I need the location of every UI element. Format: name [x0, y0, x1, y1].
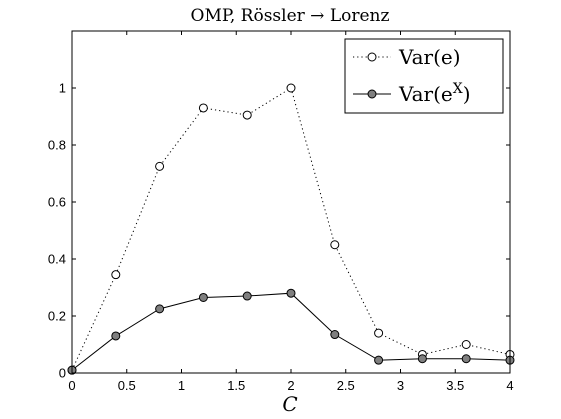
series-2-point-10 — [461, 354, 471, 364]
series-2-point-2 — [111, 331, 121, 341]
legend-marker — [367, 89, 377, 99]
series-2 — [67, 288, 515, 375]
series-1-point-7 — [330, 240, 340, 250]
legend-box — [344, 38, 504, 114]
chart-title: OMP, Rössler → Lorenz — [191, 6, 390, 26]
legend-label: Var(e) — [398, 45, 461, 69]
series-1-point-8 — [374, 328, 384, 338]
legend: Var(e)Var(eX) — [344, 38, 504, 114]
series-2-point-5 — [242, 291, 252, 301]
x-axis-label: C — [282, 392, 297, 416]
legend-marker — [367, 52, 377, 62]
x-tick-label: 3.5 — [446, 378, 464, 393]
axis-ticks: 0 0.5 1 1.5 2 2.5 3 3.5 4 0 0.2 0.4 0.6 0.8 1 — [48, 31, 514, 393]
y-tick-label: 0.2 — [48, 309, 66, 324]
x-tick-label: 1.5 — [227, 378, 245, 393]
x-tick-label: 0.5 — [118, 378, 136, 393]
y-tick-label: 0 — [59, 366, 66, 381]
x-tick-label: 3 — [397, 378, 404, 393]
legend-entry-1: Var(e) — [353, 45, 461, 69]
y-tick-label: 0.8 — [48, 138, 66, 153]
series-1-line — [71, 87, 511, 371]
series-2-point-8 — [374, 355, 384, 365]
x-tick-label: 0 — [68, 378, 75, 393]
y-tick-label: 1 — [59, 81, 66, 96]
series-2-point-7 — [330, 330, 340, 340]
x-tick-label: 2.5 — [337, 378, 355, 393]
series-1-point-6 — [286, 83, 296, 93]
series-1-point-10 — [461, 340, 471, 349]
x-tick-label: 2 — [287, 378, 294, 393]
series-1 — [67, 83, 515, 375]
series-2-point-6 — [286, 288, 296, 298]
plot-area — [67, 83, 515, 375]
y-tick-label: 0.4 — [48, 252, 66, 267]
series-1-point-2 — [111, 270, 121, 280]
series-1-point-3 — [155, 161, 165, 171]
x-tick-label: 1 — [178, 378, 185, 393]
series-1-point-4 — [198, 103, 208, 113]
series-2-point-9 — [417, 354, 427, 364]
series-1-point-5 — [242, 110, 252, 120]
y-tick-label: 0.6 — [48, 195, 66, 210]
series-2-line — [71, 292, 511, 371]
series-2-point-4 — [198, 292, 208, 302]
x-tick-label: 4 — [506, 378, 513, 393]
series-2-point-3 — [155, 304, 165, 314]
